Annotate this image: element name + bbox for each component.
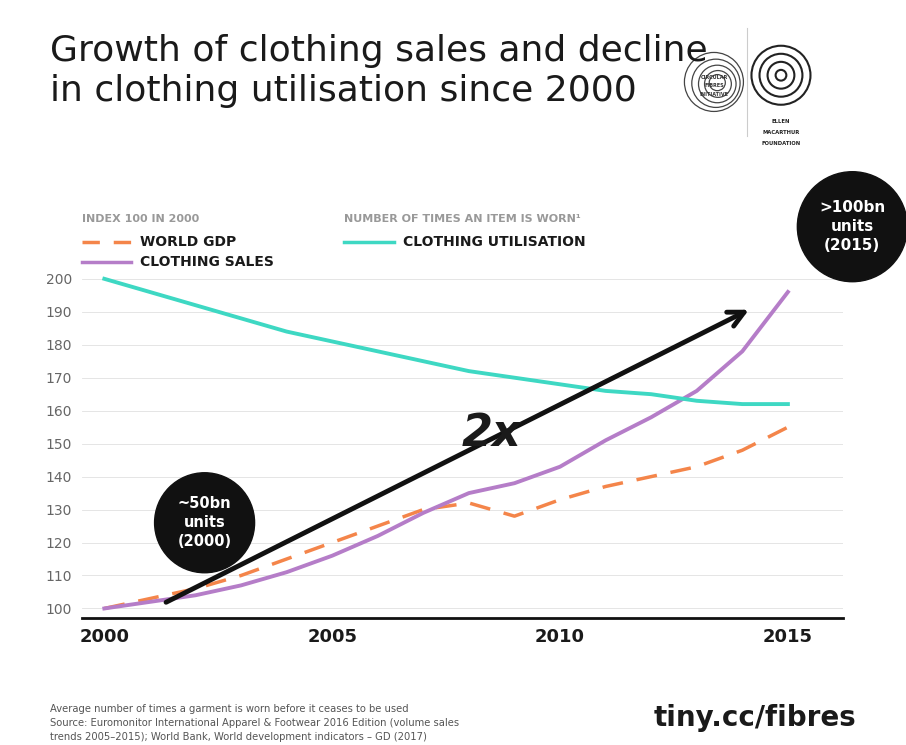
Text: WORLD GDP: WORLD GDP — [140, 235, 236, 249]
Circle shape — [797, 171, 906, 282]
Text: ELLEN: ELLEN — [772, 119, 790, 124]
Text: CLOTHING SALES: CLOTHING SALES — [140, 256, 275, 269]
Text: Average number of times a garment is worn before it ceases to be used
Source: Eu: Average number of times a garment is wor… — [50, 704, 459, 742]
Text: CIRCULAR: CIRCULAR — [700, 75, 728, 80]
Text: tiny.cc/fibres: tiny.cc/fibres — [653, 704, 856, 732]
Text: 2x: 2x — [462, 412, 522, 455]
Text: INITIATIVE: INITIATIVE — [699, 92, 728, 97]
Text: MACARTHUR: MACARTHUR — [762, 130, 800, 136]
Circle shape — [155, 473, 255, 573]
Text: >100bn
units
(2015): >100bn units (2015) — [819, 200, 885, 253]
Text: Growth of clothing sales and decline
in clothing utilisation since 2000: Growth of clothing sales and decline in … — [50, 34, 708, 108]
Text: FIBRES: FIBRES — [704, 83, 724, 89]
Text: NUMBER OF TIMES AN ITEM IS WORN¹: NUMBER OF TIMES AN ITEM IS WORN¹ — [344, 214, 581, 223]
Text: ~50bn
units
(2000): ~50bn units (2000) — [178, 496, 232, 550]
Text: FOUNDATION: FOUNDATION — [761, 141, 801, 146]
Text: CLOTHING UTILISATION: CLOTHING UTILISATION — [403, 235, 586, 249]
Text: INDEX 100 IN 2000: INDEX 100 IN 2000 — [82, 214, 198, 223]
